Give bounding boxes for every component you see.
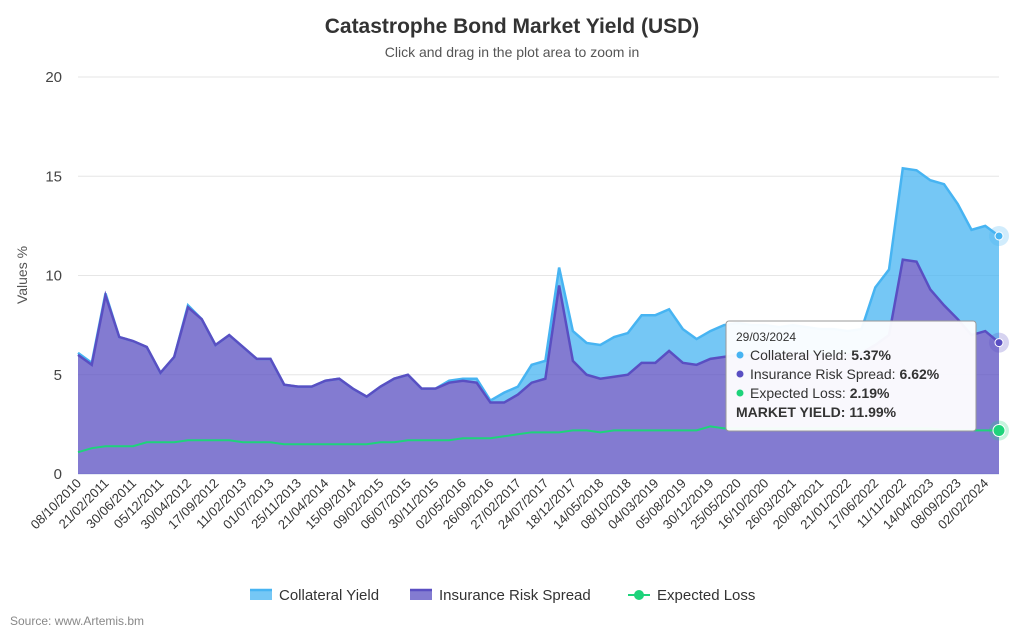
source-note: Source: www.Artemis.bm [10, 614, 144, 628]
tooltip-dot [736, 389, 744, 397]
legend-symbol [634, 590, 644, 600]
legend-label: Expected Loss [657, 587, 755, 604]
tooltip-total-label: MARKET YIELD: [736, 404, 845, 420]
tooltip-label: Insurance Risk Spread: [750, 366, 896, 382]
legend-label: Insurance Risk Spread [439, 587, 591, 604]
hover-marker [992, 424, 1006, 438]
tooltip-label: Expected Loss: [750, 385, 846, 401]
tooltip-item: Collateral Yield: 5.37% [750, 347, 892, 363]
legend-label: Collateral Yield [279, 587, 379, 604]
tooltip-label: Collateral Yield: [750, 347, 847, 363]
chart-subtitle: Click and drag in the plot area to zoom … [385, 44, 639, 60]
y-tick-label: 15 [45, 168, 62, 185]
y-tick-label: 5 [54, 367, 62, 384]
hover-marker [994, 231, 1004, 241]
legend-item[interactable]: Expected Loss [628, 587, 755, 604]
y-tick-label: 0 [54, 466, 62, 483]
y-axis-title: Values % [14, 246, 30, 304]
legend-symbol [250, 590, 272, 600]
hover-marker [994, 338, 1004, 348]
tooltip-total-value: 11.99% [849, 404, 896, 420]
y-tick-label: 20 [45, 69, 62, 86]
tooltip-dot [736, 351, 744, 359]
tooltip-value: 6.62% [900, 366, 940, 382]
tooltip-total: MARKET YIELD: 11.99% [736, 404, 897, 420]
tooltip-date: 29/03/2024 [736, 330, 796, 344]
tooltip-item: Insurance Risk Spread: 6.62% [750, 366, 940, 382]
tooltip-value: 2.19% [850, 385, 890, 401]
tooltip-value: 5.37% [851, 347, 891, 363]
legend-item[interactable]: Insurance Risk Spread [410, 587, 591, 604]
legend-item[interactable]: Collateral Yield [250, 587, 379, 604]
legend: Collateral Yield Insurance Risk Spread Exp… [250, 587, 755, 604]
chart-title: Catastrophe Bond Market Yield (USD) [325, 15, 700, 38]
y-tick-label: 10 [45, 268, 62, 285]
x-axis: 08/10/201021/02/201130/06/201105/12/2011… [27, 476, 991, 533]
tooltip: 29/03/2024 Collateral Yield: 5.37% Insuranc… [725, 320, 977, 432]
legend-symbol [410, 590, 432, 600]
tooltip-box [725, 320, 977, 432]
tooltip-item: Expected Loss: 2.19% [750, 385, 890, 401]
tooltip-dot [736, 370, 744, 378]
